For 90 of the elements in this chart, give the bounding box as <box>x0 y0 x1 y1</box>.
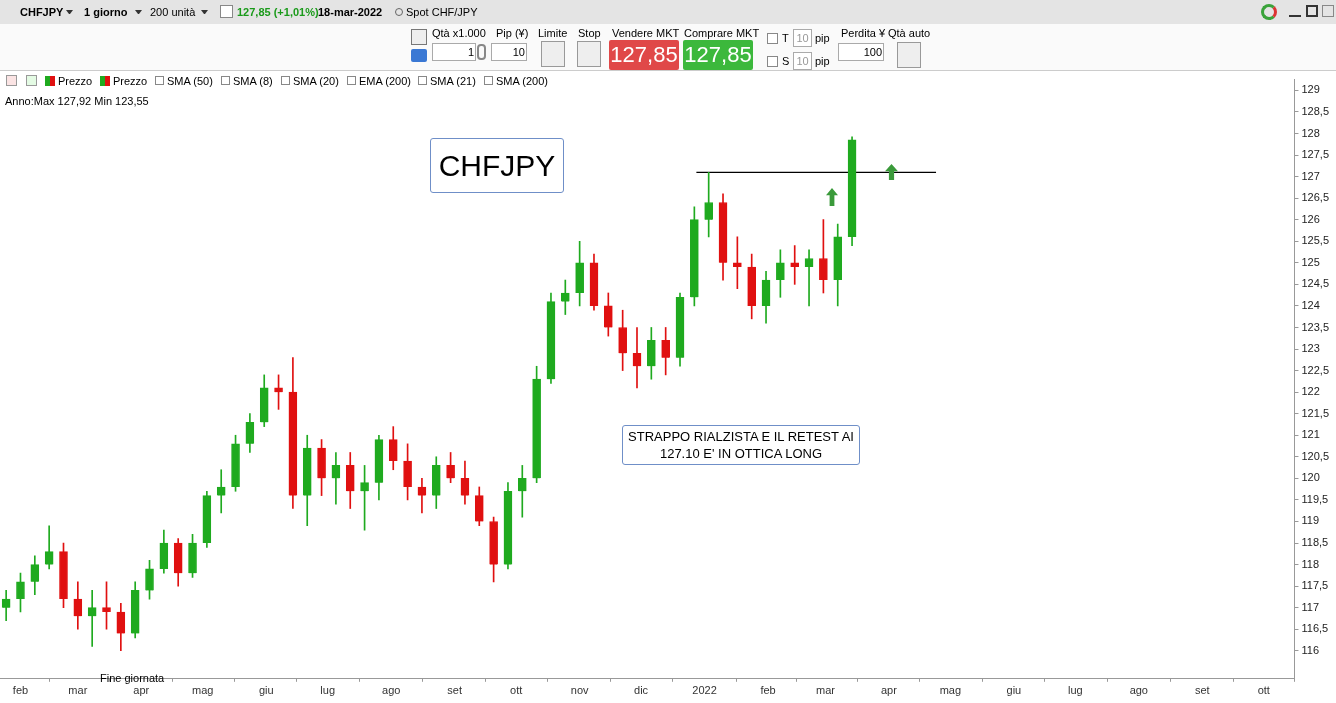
candlestick <box>216 469 226 514</box>
y-tick-label: 120 <box>1301 471 1320 484</box>
text: Qtà x1.000 <box>432 26 486 40</box>
text: 1 giorno <box>84 5 128 19</box>
y-tick-label: 125 <box>1301 255 1320 268</box>
x-tick-label: nov <box>570 684 590 697</box>
x-tick-label: mar <box>815 684 836 697</box>
text: 1 <box>432 43 476 61</box>
annotation: SMA (8) <box>233 74 273 88</box>
y-tick-label: 121 <box>1301 428 1320 441</box>
text: 10 <box>793 29 812 47</box>
y-tick-label: 116,5 <box>1301 622 1329 635</box>
x-tick-label: lug <box>1067 684 1083 697</box>
y-tick-label: 120,5 <box>1301 449 1329 462</box>
x-tick-label: giu <box>1006 684 1022 697</box>
text: CHFJPY <box>430 138 564 193</box>
text: 100 <box>838 43 884 61</box>
text: 10 <box>793 52 812 70</box>
y-tick-label: 125,5 <box>1301 234 1329 247</box>
text: 200 unità <box>150 5 196 19</box>
y-tick-label: 118,5 <box>1301 536 1329 549</box>
y-tick-label: 122,5 <box>1301 363 1329 376</box>
annotation: EMA (200) <box>359 74 411 88</box>
x-tick-label: mar <box>68 684 88 697</box>
y-tick-label: 124,5 <box>1301 277 1329 290</box>
x-tick-label: lug <box>320 684 336 697</box>
annotation: Anno:Max 127,92 Min 123,55 <box>5 94 149 108</box>
x-tick-label: set <box>447 684 463 697</box>
text: 127,85 <box>609 40 679 70</box>
x-tick-label: mag <box>192 684 214 697</box>
annotation: SMA (21) <box>430 74 476 88</box>
y-tick-label: 119 <box>1301 514 1320 527</box>
y-tick-label: 123 <box>1301 342 1320 355</box>
candlestick <box>87 590 97 647</box>
y-tick-label: 116 <box>1301 643 1320 656</box>
annotation: SMA (20) <box>293 74 339 88</box>
text: CHFJPY <box>20 5 64 19</box>
x-tick-label: set <box>1194 684 1210 697</box>
y-tick-label: 123,5 <box>1301 320 1329 333</box>
annotation: Prezzo <box>113 74 148 88</box>
y-tick-label: 128 <box>1301 126 1320 139</box>
x-tick-label: apr <box>133 684 150 697</box>
y-tick-label: 118 <box>1301 557 1320 570</box>
x-tick-label: ago <box>1129 684 1148 697</box>
text: 127,85 (+1,01%) <box>237 5 319 19</box>
candlestick <box>560 279 570 315</box>
y-tick-label: 119,5 <box>1301 492 1329 505</box>
text: Comprare MKT <box>684 26 760 40</box>
x-tick-label: ott <box>510 684 523 697</box>
x-tick-label: mag <box>939 684 962 697</box>
y-tick-label: 129 <box>1301 83 1320 96</box>
y-tick-label: 128,5 <box>1301 104 1329 117</box>
text: Vendere MKT <box>612 26 680 40</box>
text: Perdita ¥ <box>841 26 886 40</box>
text: 127,85 <box>683 40 753 70</box>
candlestick <box>790 245 800 285</box>
text: Pip (¥) <box>496 26 529 40</box>
x-tick-label: giu <box>258 684 274 697</box>
x-tick-label: ago <box>382 684 401 697</box>
x-tick-label: dic <box>634 684 649 697</box>
x-tick-label: feb <box>760 684 776 697</box>
text: Qtà auto <box>888 26 931 40</box>
annotation: STRAPPO RIALZISTA E IL RETEST AI 127.10 E' IN OTTICA LONG <box>622 425 860 465</box>
y-tick-label: 124 <box>1301 298 1320 311</box>
text: Spot CHF/JPY <box>406 5 478 19</box>
text: T <box>782 31 789 45</box>
text: 10 <box>491 43 527 61</box>
text: S <box>782 54 790 68</box>
y-tick-label: 117 <box>1301 600 1320 613</box>
text: pip <box>815 31 830 45</box>
text: 18-mar-2022 <box>318 5 383 19</box>
annotation: SMA (50) <box>167 74 213 88</box>
x-tick-label: apr <box>880 684 898 697</box>
candlestick <box>804 249 814 307</box>
x-tick-label: 2022 <box>692 684 717 697</box>
y-tick-label: 122 <box>1301 385 1320 398</box>
y-tick-label: 126,5 <box>1301 191 1329 204</box>
text: Stop <box>578 26 601 40</box>
x-tick-label: ott <box>1257 684 1270 697</box>
x-tick-label: feb <box>12 684 29 697</box>
y-tick-label: 117,5 <box>1301 579 1329 592</box>
text: pip <box>815 54 830 68</box>
y-tick-label: 127 <box>1301 169 1320 182</box>
y-tick-label: 127,5 <box>1301 148 1329 161</box>
y-tick-label: 121,5 <box>1301 406 1329 419</box>
y-tick-label: 126 <box>1301 212 1320 225</box>
annotation: Prezzo <box>58 74 93 88</box>
annotation: SMA (200) <box>496 74 548 88</box>
text: Limite <box>538 26 568 40</box>
annotation: Fine giornata <box>100 671 165 685</box>
